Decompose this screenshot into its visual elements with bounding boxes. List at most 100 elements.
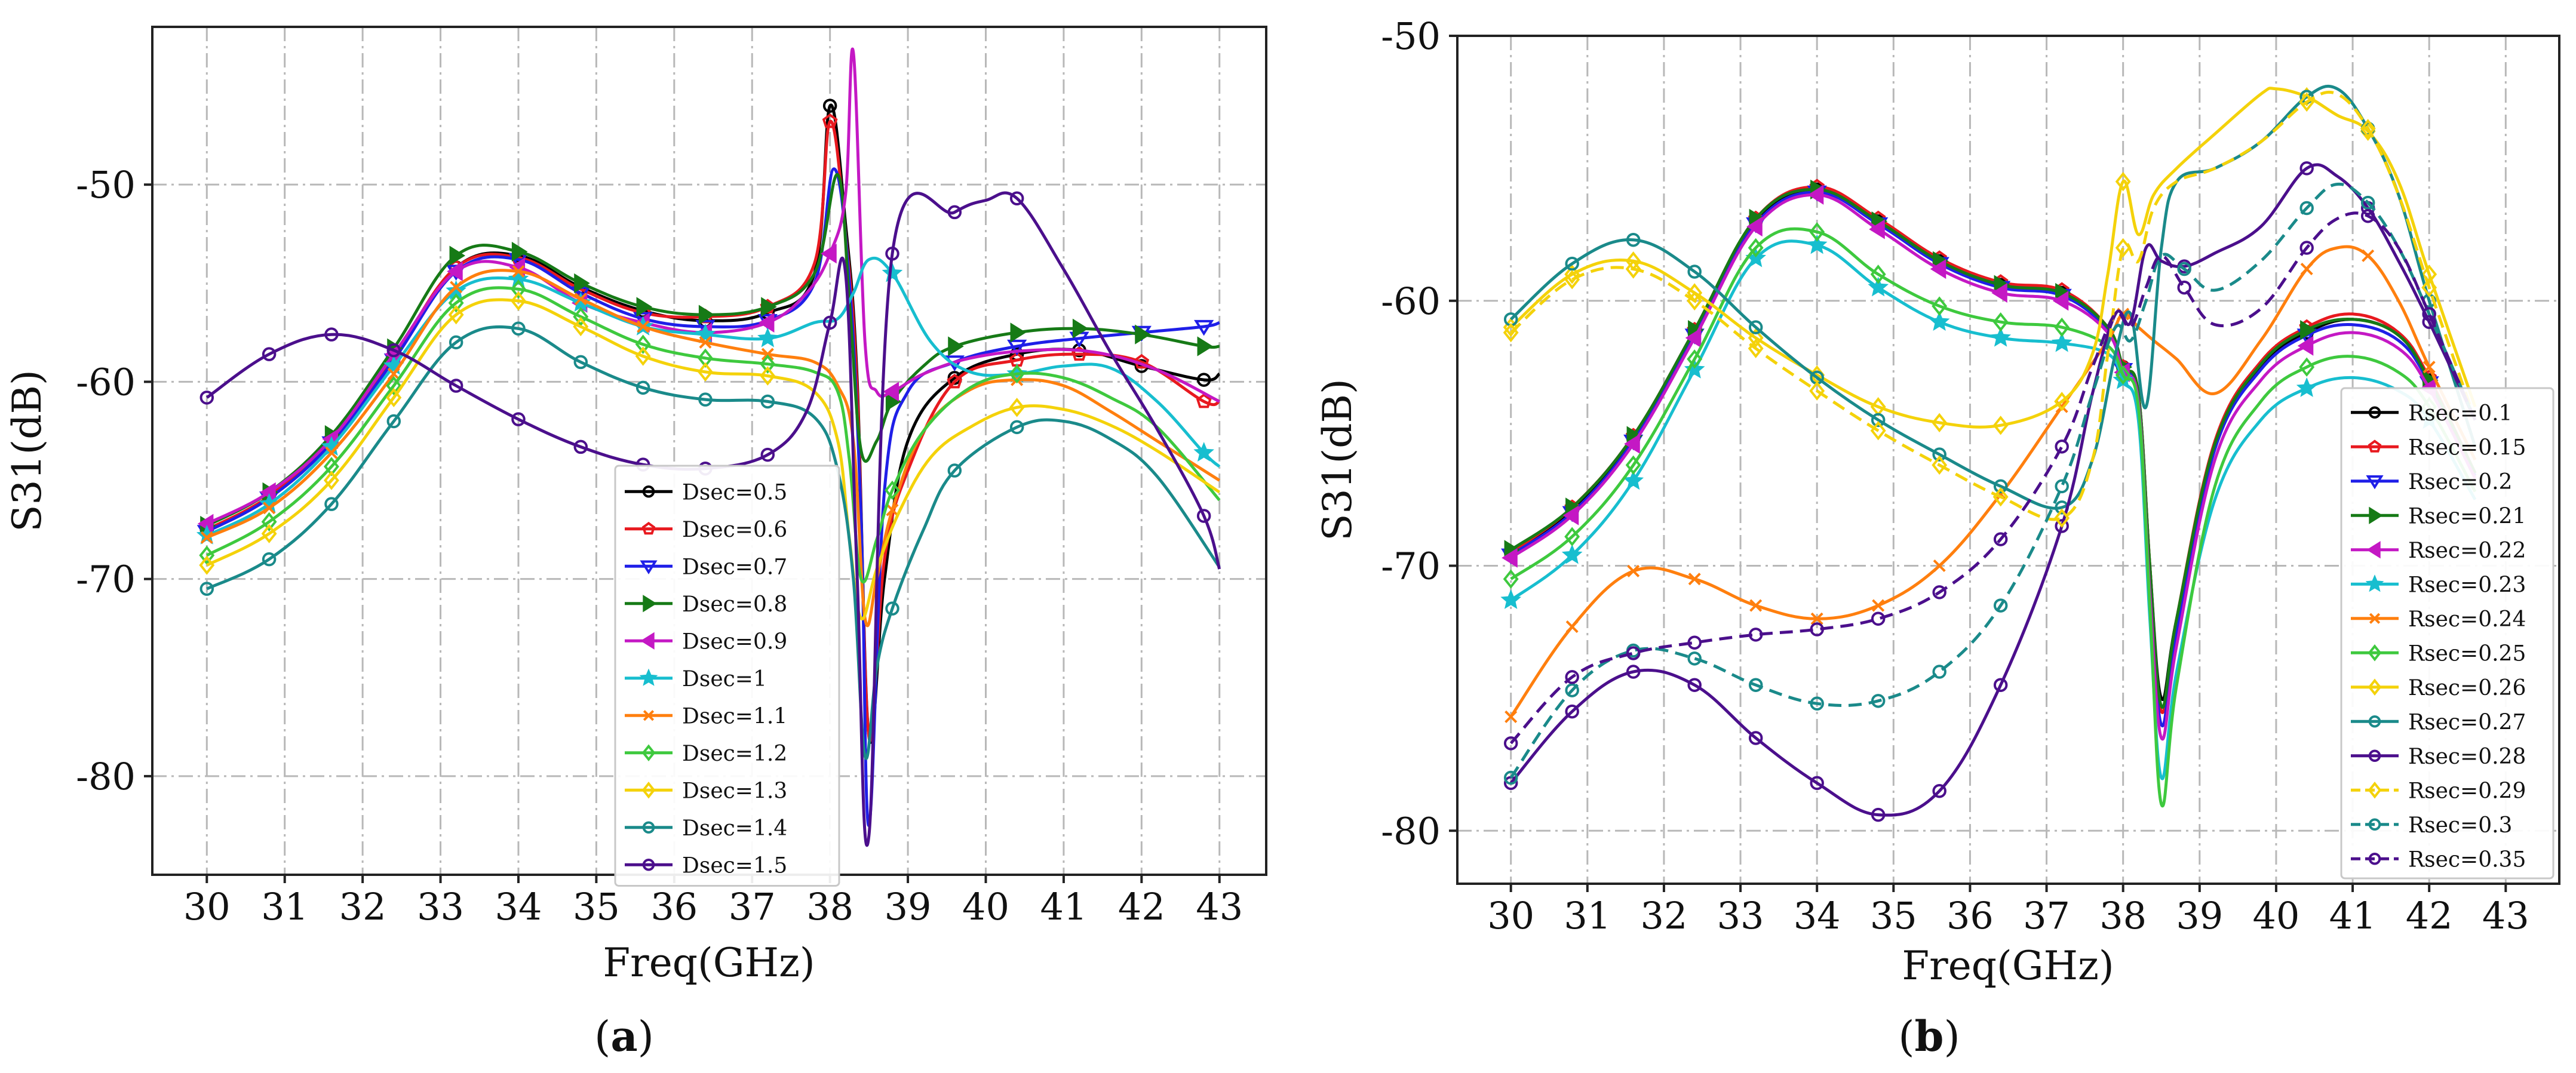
data-point-marker xyxy=(199,545,215,565)
data-point-marker xyxy=(1007,339,1027,356)
data-point-marker xyxy=(822,99,837,113)
x-tick-label: 43 xyxy=(2482,894,2529,937)
x-tick-label: 32 xyxy=(1640,894,1687,937)
data-point-marker xyxy=(2296,377,2317,397)
data-point-marker xyxy=(263,502,276,515)
legend-label: Rsec=0.25 xyxy=(2408,641,2526,666)
series-Rsec=0.25 xyxy=(1503,222,2477,808)
data-point-marker xyxy=(449,245,466,266)
legend-marker xyxy=(2368,406,2381,419)
data-point-marker xyxy=(1503,770,1518,785)
legend-marker xyxy=(643,710,655,721)
data-point-marker xyxy=(2051,332,2073,352)
legend-marker xyxy=(642,485,655,498)
data-point-marker xyxy=(1932,413,1948,433)
data-point-marker xyxy=(1930,259,1946,279)
data-point-marker xyxy=(1746,216,1763,237)
data-point-marker xyxy=(1565,256,1579,271)
data-point-marker xyxy=(1685,328,1702,348)
legend-item: Rsec=0.1 xyxy=(2351,401,2512,426)
data-point-marker xyxy=(2299,357,2315,377)
data-point-marker xyxy=(1932,447,1946,462)
data-point-marker xyxy=(387,367,400,380)
legend-marker xyxy=(641,782,656,799)
legend-marker xyxy=(2368,644,2382,662)
data-point-marker xyxy=(2421,265,2437,284)
data-point-marker xyxy=(1992,312,2009,332)
legend-b: Rsec=0.1 Rsec=0.15 Rsec=0.2 Rsec=0.21 Rsec=0… xyxy=(2340,387,2554,880)
data-point-marker xyxy=(1748,628,1763,642)
series-line xyxy=(206,325,1221,760)
data-point-marker xyxy=(1626,665,1641,679)
x-tick-label: 40 xyxy=(2252,894,2299,937)
data-point-marker xyxy=(261,512,277,532)
data-point-marker xyxy=(2177,280,2191,295)
data-point-marker xyxy=(947,205,962,220)
data-point-marker xyxy=(449,379,463,393)
legend-label: Rsec=0.3 xyxy=(2408,813,2512,838)
x-axis-label-b: Freq(GHz) xyxy=(1902,943,2114,989)
data-point-marker xyxy=(2299,92,2315,112)
data-point-marker xyxy=(637,320,650,333)
legend-label: Dsec=1.3 xyxy=(682,779,787,803)
data-point-marker xyxy=(199,555,215,575)
data-point-marker xyxy=(324,497,339,511)
data-point-marker xyxy=(1072,318,1089,339)
data-point-marker xyxy=(1810,776,1824,791)
legend-label: Rsec=0.28 xyxy=(2408,745,2526,769)
data-point-marker xyxy=(1503,736,1518,751)
data-point-marker xyxy=(1009,420,1024,435)
data-point-marker xyxy=(448,305,464,325)
legend-item: Rsec=0.24 xyxy=(2351,607,2526,632)
series-line xyxy=(1509,182,2477,779)
x-tick-label: 36 xyxy=(1946,894,1994,937)
legend-marker xyxy=(2366,475,2384,490)
legend-item: Dsec=0.7 xyxy=(625,555,787,579)
legend-label: Dsec=1.4 xyxy=(682,816,787,841)
data-point-marker xyxy=(1993,598,2008,613)
data-point-marker xyxy=(1565,670,1579,684)
data-point-marker xyxy=(635,346,651,366)
data-point-marker xyxy=(1564,527,1580,546)
data-point-marker xyxy=(2299,201,2314,216)
series-line xyxy=(1509,211,2477,745)
data-point-marker xyxy=(947,463,962,478)
y-tick-label: -70 xyxy=(76,558,136,601)
data-point-marker xyxy=(573,439,588,454)
data-point-marker xyxy=(2054,508,2070,528)
data-point-marker xyxy=(1868,276,1889,297)
data-point-marker xyxy=(1625,259,1641,279)
data-point-marker xyxy=(885,247,899,261)
data-point-marker xyxy=(822,315,837,330)
data-point-marker xyxy=(2115,171,2131,192)
legend-label: Rsec=0.29 xyxy=(2408,779,2526,803)
x-tick-label: 38 xyxy=(806,885,853,929)
legend-item: Rsec=0.27 xyxy=(2351,710,2526,734)
legend-marker xyxy=(642,821,655,834)
series-Rsec=0.35 xyxy=(1503,209,2477,751)
legend-item: Rsec=0.22 xyxy=(2351,539,2526,563)
panel-label-a-open: ( xyxy=(594,1012,610,1061)
data-point-marker xyxy=(386,376,402,396)
data-point-marker xyxy=(1562,505,1579,525)
series-Rsec=0.3 xyxy=(1503,182,2477,785)
panel-label-a: (a) xyxy=(594,1011,654,1061)
data-point-marker xyxy=(2422,307,2436,321)
legend-marker xyxy=(2369,613,2381,624)
data-point-marker xyxy=(1009,364,1025,384)
data-point-marker xyxy=(1748,678,1763,692)
data-point-marker xyxy=(1196,373,1211,387)
data-point-marker xyxy=(1871,413,1886,428)
data-point-marker xyxy=(324,327,339,342)
data-point-marker xyxy=(1870,420,1886,441)
legend-item: Dsec=0.9 xyxy=(625,629,787,654)
data-point-marker xyxy=(1991,282,2007,303)
data-point-marker xyxy=(1193,442,1214,462)
data-point-marker xyxy=(1932,585,1946,599)
series-layer-a xyxy=(196,47,1221,847)
data-point-marker xyxy=(1500,589,1522,609)
data-point-marker xyxy=(573,307,589,327)
panel-label-b-close: ) xyxy=(1943,1012,1960,1061)
data-point-marker xyxy=(2423,361,2436,374)
